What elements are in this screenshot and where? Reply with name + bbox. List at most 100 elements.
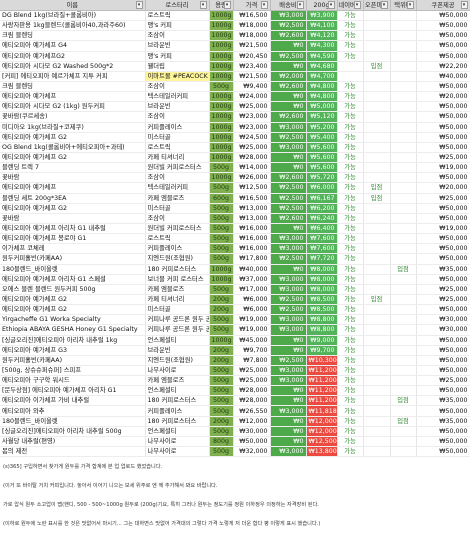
cell-name[interactable]: 이가체프 코체레: [0, 243, 146, 255]
cell-coupon[interactable]: ₩30,000: [416, 324, 470, 336]
cell-price-200g[interactable]: ₩9,700: [306, 345, 338, 356]
cell-coupon[interactable]: ₩50,000: [416, 335, 470, 346]
cell-price[interactable]: ₩12,500: [233, 182, 271, 194]
cell-name[interactable]: 봄의 제전: [0, 446, 146, 458]
cell-twitter[interactable]: [390, 132, 417, 143]
cell-shipping[interactable]: ₩2,500: [270, 253, 307, 265]
cell-shipping[interactable]: ₩3,000: [270, 314, 307, 326]
cell-price-200g[interactable]: ₩8,500: [306, 294, 338, 306]
cell-naver-pay[interactable]: 가능: [337, 243, 364, 255]
cell-weight[interactable]: 500g: [209, 395, 234, 407]
cell-shipping[interactable]: ₩0: [270, 40, 307, 52]
cell-shipping[interactable]: ₩0: [270, 416, 307, 427]
cell-shipping[interactable]: ₩0: [270, 61, 307, 72]
cell-coupon[interactable]: ₩25,000: [416, 152, 470, 164]
cell-twitter[interactable]: [390, 142, 417, 153]
filter-dropdown-icon[interactable]: ▾: [296, 0, 304, 9]
cell-naver-pay[interactable]: 가능: [337, 223, 364, 235]
cell-roaster[interactable]: 이마트몰 #PEACOCK: [145, 71, 210, 82]
cell-roaster[interactable]: 웰더립: [145, 61, 210, 72]
cell-coupon[interactable]: ₩50,000: [416, 132, 470, 143]
cell-open-market[interactable]: [363, 375, 391, 387]
cell-open-market[interactable]: [363, 51, 391, 62]
cell-weight[interactable]: 1000g: [209, 172, 234, 184]
cell-open-market[interactable]: [363, 122, 391, 133]
cell-open-market[interactable]: [363, 385, 391, 397]
cell-price-200g[interactable]: ₩11,200: [306, 395, 338, 407]
cell-price[interactable]: ₩13,000: [233, 203, 271, 214]
cell-open-market[interactable]: [363, 284, 391, 295]
cell-shipping[interactable]: ₩3,000: [270, 142, 307, 153]
cell-shipping[interactable]: ₩0: [270, 152, 307, 164]
cell-twitter[interactable]: [390, 20, 417, 32]
cell-twitter[interactable]: [390, 426, 417, 437]
cell-naver-pay[interactable]: 가능: [337, 132, 364, 143]
cell-price[interactable]: ₩40,000: [233, 264, 271, 275]
cell-weight[interactable]: 500g: [209, 223, 234, 235]
cell-naver-pay[interactable]: 가능: [337, 284, 364, 295]
cell-price[interactable]: ₩25,000: [233, 365, 271, 377]
cell-price[interactable]: ₩23,000: [233, 122, 271, 133]
cell-coupon[interactable]: ₩20,000: [416, 182, 470, 194]
cell-shipping[interactable]: ₩2,500: [270, 294, 307, 306]
cell-shipping[interactable]: ₩0: [270, 223, 307, 235]
cell-shipping[interactable]: ₩0: [270, 162, 307, 174]
cell-price-200g[interactable]: ₩8,800: [306, 314, 338, 326]
cell-open-market[interactable]: [363, 20, 391, 32]
cell-naver-pay[interactable]: 가능: [337, 142, 364, 153]
cell-name[interactable]: 원두커피홀빈(카페AA): [0, 355, 146, 366]
cell-roaster[interactable]: 브라운빈: [145, 101, 210, 113]
cell-weight[interactable]: 1000g: [209, 30, 234, 42]
cell-twitter[interactable]: [390, 253, 417, 265]
cell-naver-pay[interactable]: 가능: [337, 91, 364, 103]
cell-price-200g[interactable]: ₩11,200: [306, 385, 338, 397]
cell-name[interactable]: 오에스 블렌 블렌드 원두커피 500g: [0, 284, 146, 295]
cell-name[interactable]: 에티오피아 예가체프: [0, 91, 146, 103]
cell-price[interactable]: ₩30,000: [233, 426, 271, 437]
cell-shipping[interactable]: ₩3,000: [270, 446, 307, 458]
cell-naver-pay[interactable]: 가능: [337, 40, 364, 52]
filter-dropdown-icon[interactable]: ▾: [380, 0, 388, 9]
filter-dropdown-icon[interactable]: ▾: [460, 0, 468, 9]
cell-naver-pay[interactable]: 가능: [337, 111, 364, 123]
cell-coupon[interactable]: ₩50,000: [416, 81, 470, 93]
cell-price-200g[interactable]: ₩5,120: [306, 111, 338, 123]
cell-roaster[interactable]: 나무사이로: [145, 365, 210, 377]
cell-roaster[interactable]: 언스페셜티: [145, 385, 210, 397]
cell-shipping[interactable]: ₩0: [270, 436, 307, 448]
cell-open-market[interactable]: [363, 132, 391, 143]
cell-shipping[interactable]: ₩2,500: [270, 51, 307, 62]
cell-roaster[interactable]: 카페 엠블로즈: [145, 375, 210, 387]
cell-price-200g[interactable]: ₩8,500: [306, 304, 338, 316]
cell-roaster[interactable]: 원더빌 커피로스터스: [145, 162, 210, 174]
cell-open-market[interactable]: [363, 345, 391, 356]
cell-weight[interactable]: 1000g: [209, 264, 234, 275]
cell-price-200g[interactable]: ₩12,000: [306, 416, 338, 427]
cell-weight[interactable]: 1000g: [209, 71, 234, 82]
cell-shipping[interactable]: ₩0: [270, 335, 307, 346]
cell-price-200g[interactable]: ₩9,000: [306, 335, 338, 346]
cell-coupon[interactable]: ₩50,000: [416, 365, 470, 377]
cell-name[interactable]: 에티오피아 예가체프 G2: [0, 152, 146, 164]
cell-open-market[interactable]: [363, 243, 391, 255]
cell-coupon[interactable]: ₩19,000: [416, 223, 470, 235]
cell-price-200g[interactable]: ₩6,400: [306, 223, 338, 235]
cell-twitter[interactable]: [390, 111, 417, 123]
cell-name[interactable]: 미디아오 1kg(브라질+코제쿠): [0, 122, 146, 133]
cell-twitter[interactable]: [390, 203, 417, 214]
cell-coupon[interactable]: ₩50,000: [416, 253, 470, 265]
cell-roaster[interactable]: 조삼이: [145, 172, 210, 184]
cell-naver-pay[interactable]: 가능: [337, 213, 364, 224]
cell-coupon[interactable]: ₩50,000: [416, 355, 470, 366]
cell-roaster[interactable]: 카페 티셔너리: [145, 294, 210, 306]
cell-weight[interactable]: 500g: [209, 233, 234, 245]
cell-twitter[interactable]: [390, 30, 417, 42]
cell-weight[interactable]: 500g: [209, 182, 234, 194]
cell-weight[interactable]: 200g: [209, 304, 234, 316]
column-header-shipping[interactable]: 배송비 ▾: [270, 0, 307, 11]
cell-naver-pay[interactable]: 가능: [337, 385, 364, 397]
cell-twitter[interactable]: [390, 182, 417, 194]
column-header-200g[interactable]: 200g ▾: [306, 0, 338, 11]
cell-shipping[interactable]: ₩2,000: [270, 71, 307, 82]
cell-twitter[interactable]: [390, 152, 417, 164]
